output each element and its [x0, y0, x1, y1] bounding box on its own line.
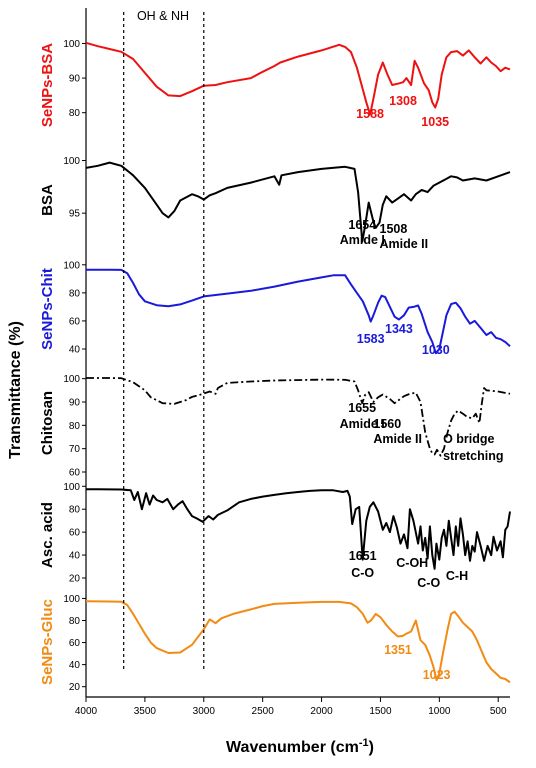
y-tick-label-senps-bsa: 100 — [63, 39, 80, 50]
y-tick-label-chitosan: 60 — [69, 468, 81, 479]
y-tick-label-asc-acid: 100 — [63, 482, 80, 493]
peak-label-chitosan: Amide I — [340, 417, 385, 431]
y-tick-label-asc-acid: 80 — [69, 505, 81, 516]
x-tick-label: 1500 — [369, 706, 392, 717]
peak-label-chitosan: O bridge — [443, 432, 494, 446]
x-tick-label: 500 — [490, 706, 507, 717]
y-tick-label-bsa: 100 — [63, 156, 80, 167]
peak-label-asc-acid: C-O — [351, 566, 374, 580]
peak-label-asc-acid: C-OH — [396, 556, 428, 570]
peak-label-senps-chit: 1583 — [357, 332, 385, 346]
panel-label-senps-chit: SeNPs-Chit — [39, 268, 56, 350]
x-tick-label: 3500 — [134, 706, 157, 717]
spectrum-senps-chit — [86, 268, 511, 355]
peak-label-chitosan: 1655 — [348, 401, 376, 415]
panel-asc-acid: Asc. acid 20 40 60 80 100 1651 C-O C-OH C-O C-H — [39, 482, 511, 590]
x-axis-title: Wavenumber (cm-1) — [226, 737, 374, 756]
y-tick-label-asc-acid: 20 — [69, 573, 81, 584]
y-axis-title-text: Transmittance (%) — [7, 321, 24, 459]
y-tick-label-asc-acid: 40 — [69, 551, 81, 562]
panels: SeNPs-BSA 80 90 100 1588 1308 1035 BSA 95 100 1654… — [39, 8, 511, 697]
peak-label-asc-acid: C-H — [446, 569, 468, 583]
peak-label-senps-bsa: 1588 — [356, 107, 384, 121]
x-axis: 4000 3500 3000 2500 2000 1500 1000 500 — [75, 696, 510, 717]
peak-label-asc-acid: 1651 — [349, 549, 377, 563]
peak-label-asc-acid: C-O — [417, 576, 440, 590]
peak-label-senps-bsa: 1035 — [421, 115, 449, 129]
spectrum-senps-gluc — [85, 600, 511, 684]
y-tick-label-senps-bsa: 80 — [69, 108, 81, 119]
y-tick-label-senps-gluc: 80 — [69, 616, 81, 627]
peak-label-bsa: 1508 — [380, 222, 408, 236]
y-tick-label-senps-chit: 40 — [69, 344, 81, 355]
region-markers — [123, 12, 205, 672]
peak-label-senps-bsa: 1308 — [389, 94, 417, 108]
y-tick-label-senps-bsa: 90 — [69, 74, 81, 85]
x-tick-label: 4000 — [75, 706, 98, 717]
x-tick-label: 3000 — [193, 706, 216, 717]
y-tick-label-bsa: 95 — [69, 209, 81, 220]
y-tick-label-senps-chit: 80 — [69, 288, 81, 299]
panel-senps-bsa: SeNPs-BSA 80 90 100 1588 1308 1035 — [39, 39, 511, 129]
peak-label-senps-gluc: 1351 — [384, 643, 412, 657]
peak-label-chitosan: stretching — [443, 449, 503, 463]
panel-label-senps-bsa: SeNPs-BSA — [39, 43, 56, 127]
peak-label-senps-chit: 1030 — [422, 343, 450, 357]
y-tick-label-senps-chit: 100 — [63, 260, 80, 271]
peak-label-senps-gluc: 1023 — [423, 668, 451, 682]
peak-label-chitosan: Amide II — [373, 432, 422, 446]
peak-label-bsa: Amide I — [340, 233, 385, 247]
y-tick-label-chitosan: 90 — [69, 398, 81, 409]
y-tick-label-chitosan: 80 — [69, 421, 81, 432]
panel-label-senps-gluc: SeNPs-Gluc — [39, 599, 56, 685]
y-tick-label-senps-gluc: 100 — [63, 594, 80, 605]
spectrum-senps-bsa — [85, 41, 511, 116]
spectrum-chitosan — [86, 377, 511, 457]
x-tick-label: 2500 — [252, 706, 275, 717]
spectrum-asc-acid — [86, 488, 511, 570]
peak-label-bsa: Amide II — [380, 237, 429, 251]
region-label: OH & NH — [137, 9, 189, 23]
y-tick-label-senps-gluc: 60 — [69, 638, 81, 649]
panel-senps-gluc: SeNPs-Gluc 20 40 60 80 100 1351 1023 — [39, 594, 511, 693]
spectrum-bsa — [85, 161, 511, 243]
y-tick-label-senps-gluc: 20 — [69, 682, 81, 693]
y-tick-label-chitosan: 70 — [69, 444, 81, 455]
panel-label-asc-acid: Asc. acid — [39, 502, 56, 568]
peak-label-senps-chit: 1343 — [385, 322, 413, 336]
y-tick-label-chitosan: 100 — [63, 374, 80, 385]
panel-label-bsa: BSA — [39, 184, 56, 216]
y-tick-label-senps-gluc: 40 — [69, 660, 81, 671]
panel-chitosan: Chitosan 60 70 80 90 100 1655 Amide I1560Amide … — [39, 374, 511, 479]
y-axis-title: Transmittance (%) — [7, 321, 24, 459]
x-tick-label: 2000 — [310, 706, 333, 717]
y-tick-label-asc-acid: 60 — [69, 528, 81, 539]
panel-label-chitosan: Chitosan — [39, 391, 56, 455]
x-tick-label: 1000 — [428, 706, 451, 717]
y-tick-label-senps-chit: 60 — [69, 316, 81, 327]
peak-label-chitosan: 1560 — [373, 417, 401, 431]
peak-label-bsa: 1654 — [348, 218, 376, 232]
